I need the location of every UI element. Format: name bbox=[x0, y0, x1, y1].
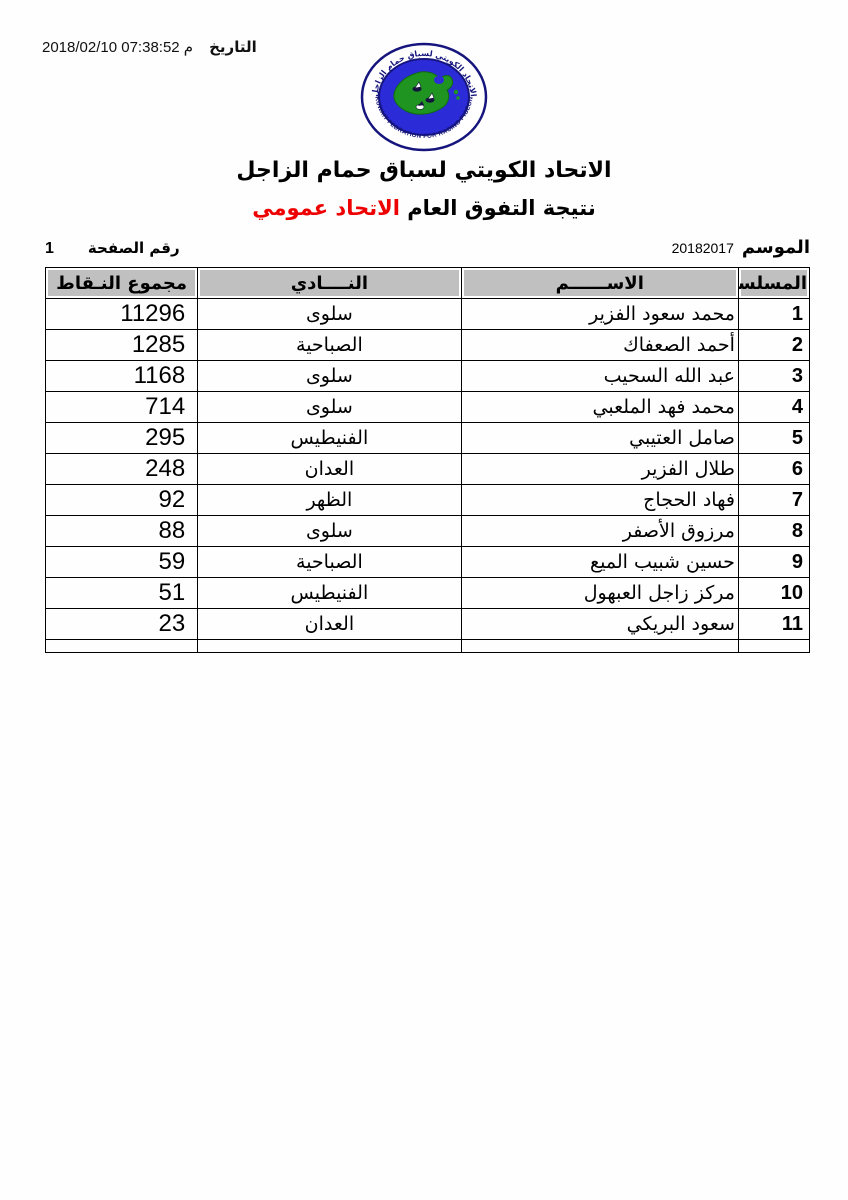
name-cell: طلال الفزير bbox=[460, 453, 739, 485]
header-club: النــــادي bbox=[197, 267, 462, 299]
name-cell: مرزوق الأصفر bbox=[460, 515, 739, 547]
table-row: 3 عبد الله السحيب سلوى 1168 bbox=[44, 360, 811, 392]
table-row: 11 سعود البريكي العدان 23 bbox=[44, 608, 811, 640]
page-number-label: رقم الصفحة bbox=[87, 239, 180, 257]
serial-cell: 10 bbox=[737, 577, 811, 609]
empty-cell bbox=[460, 639, 739, 653]
pigeon-icon bbox=[412, 81, 422, 92]
points-cell: 295 bbox=[44, 422, 199, 454]
date-value: م 07:38:52 2018/02/10 bbox=[42, 39, 194, 56]
club-cell: سلوى bbox=[197, 298, 462, 330]
points-cell: 714 bbox=[44, 391, 199, 423]
name-cell: أحمد الصعفاك bbox=[460, 329, 739, 361]
points-cell: 11296 bbox=[44, 298, 199, 330]
season-line: الموسم 20182017 رقم الصفحة 1 bbox=[45, 237, 810, 258]
table-row: 5 صامل العتيبي الفنيطيس 295 bbox=[44, 422, 811, 454]
points-cell: 59 bbox=[44, 546, 199, 578]
serial-cell: 3 bbox=[737, 360, 811, 392]
club-cell: العدان bbox=[197, 453, 462, 485]
club-cell: الصباحية bbox=[197, 329, 462, 361]
name-cell: محمد فهد الملعبي bbox=[460, 391, 739, 423]
serial-cell: 5 bbox=[737, 422, 811, 454]
name-cell: سعود البريكي bbox=[460, 608, 739, 640]
island-shape bbox=[456, 96, 460, 100]
empty-cell bbox=[737, 639, 811, 653]
serial-cell: 6 bbox=[737, 453, 811, 485]
table-row: 10 مركز زاجل العبهول الفنيطيس 51 bbox=[44, 577, 811, 609]
empty-table-row bbox=[44, 639, 811, 653]
island-shape bbox=[453, 89, 459, 95]
club-cell: سلوى bbox=[197, 391, 462, 423]
subtitle-black: نتيجة التفوق العام bbox=[399, 196, 596, 220]
empty-cell bbox=[197, 639, 462, 653]
page-subtitle: نتيجة التفوق العام الاتحاد عمومي bbox=[0, 196, 848, 220]
subtitle-red: الاتحاد عمومي bbox=[252, 196, 400, 220]
points-cell: 92 bbox=[44, 484, 199, 516]
name-cell: فهاد الحجاج bbox=[460, 484, 739, 516]
points-cell: 248 bbox=[44, 453, 199, 485]
club-cell: الفنيطيس bbox=[197, 577, 462, 609]
table-row: 9 حسين شبيب الميع الصباحية 59 bbox=[44, 546, 811, 578]
table-row: 6 طلال الفزير العدان 248 bbox=[44, 453, 811, 485]
serial-cell: 1 bbox=[737, 298, 811, 330]
club-cell: الصباحية bbox=[197, 546, 462, 578]
serial-cell: 11 bbox=[737, 608, 811, 640]
name-cell: حسين شبيب الميع bbox=[460, 546, 739, 578]
club-cell: الظهر bbox=[197, 484, 462, 516]
name-cell: صامل العتيبي bbox=[460, 422, 739, 454]
club-cell: الفنيطيس bbox=[197, 422, 462, 454]
season-group: الموسم 20182017 bbox=[672, 237, 810, 258]
header-name: الاســــــم bbox=[460, 267, 739, 299]
empty-cell bbox=[44, 639, 199, 653]
club-cell: سلوى bbox=[197, 360, 462, 392]
club-cell: سلوى bbox=[197, 515, 462, 547]
table-row: 4 محمد فهد الملعبي سلوى 714 bbox=[44, 391, 811, 423]
season-label: الموسم bbox=[741, 237, 810, 258]
pigeon-icon bbox=[425, 92, 435, 103]
serial-cell: 8 bbox=[737, 515, 811, 547]
name-cell: مركز زاجل العبهول bbox=[460, 577, 739, 609]
points-cell: 23 bbox=[44, 608, 199, 640]
table-row: 2 أحمد الصعفاك الصباحية 1285 bbox=[44, 329, 811, 361]
club-cell: العدان bbox=[197, 608, 462, 640]
federation-logo: الاتحاد الكويتي لسباق حمام الزاجل KUWAIT… bbox=[360, 42, 488, 154]
serial-cell: 7 bbox=[737, 484, 811, 516]
header-serial: المسلسل bbox=[737, 267, 811, 299]
points-cell: 1285 bbox=[44, 329, 199, 361]
pigeon-icon bbox=[415, 101, 425, 110]
serial-cell: 2 bbox=[737, 329, 811, 361]
page-number-group: رقم الصفحة 1 bbox=[45, 239, 180, 258]
table-row: 1 محمد سعود الفزير سلوى 11296 bbox=[44, 298, 811, 330]
serial-cell: 4 bbox=[737, 391, 811, 423]
federation-logo-icon: الاتحاد الكويتي لسباق حمام الزاجل KUWAIT… bbox=[360, 42, 488, 152]
serial-cell: 9 bbox=[737, 546, 811, 578]
kuwait-bay-notch bbox=[434, 76, 444, 84]
name-cell: محمد سعود الفزير bbox=[460, 298, 739, 330]
results-table: المسلسل الاســــــم النــــادي مجموع الن… bbox=[44, 267, 811, 653]
header-points: مجموع النـقاط bbox=[44, 267, 199, 299]
points-cell: 51 bbox=[44, 577, 199, 609]
table-row: 8 مرزوق الأصفر سلوى 88 bbox=[44, 515, 811, 547]
page-title: الاتحاد الكويتي لسباق حمام الزاجل bbox=[236, 158, 612, 183]
table-row: 7 فهاد الحجاج الظهر 92 bbox=[44, 484, 811, 516]
date-line: م 07:38:52 2018/02/10 التاريخ bbox=[42, 38, 257, 56]
points-cell: 1168 bbox=[44, 360, 199, 392]
season-value: 20182017 bbox=[671, 240, 734, 256]
date-label: التاريخ bbox=[209, 38, 257, 56]
points-cell: 88 bbox=[44, 515, 199, 547]
name-cell: عبد الله السحيب bbox=[460, 360, 739, 392]
table-header-row: المسلسل الاســــــم النــــادي مجموع الن… bbox=[44, 267, 811, 299]
page-number-value: 1 bbox=[45, 240, 54, 257]
